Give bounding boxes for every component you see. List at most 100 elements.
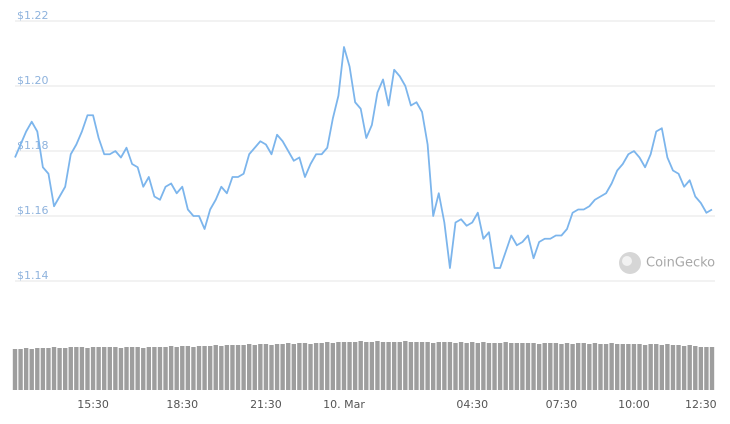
volume-bar: [207, 346, 213, 390]
volume-bar: [263, 344, 269, 390]
volume-bar: [40, 348, 46, 390]
volume-bar: [23, 348, 29, 390]
volume-bar: [648, 344, 653, 390]
volume-bar: [564, 343, 570, 390]
volume-bar: [548, 343, 553, 390]
volume-bar: [419, 342, 425, 390]
volume-bar: [291, 344, 296, 390]
volume-bar: [615, 344, 620, 390]
volume-bar: [202, 346, 207, 390]
volume-bar: [375, 341, 380, 390]
volume-bar: [146, 347, 152, 390]
volume-bar: [174, 347, 179, 390]
volume-bar: [196, 346, 202, 390]
volume-bar: [364, 342, 369, 390]
x-tick-label: 15:30: [77, 398, 109, 411]
volume-bar: [531, 343, 536, 390]
volume-bar: [637, 344, 642, 390]
volume-bar: [18, 349, 23, 390]
volume-bar: [35, 348, 40, 390]
volume-bar: [62, 348, 68, 390]
volume-bar: [609, 343, 614, 390]
volume-bar: [341, 342, 347, 390]
volume-bar: [475, 343, 480, 390]
y-tick-label: $1.22: [17, 9, 49, 22]
volume-bar: [458, 342, 464, 390]
volume-bar: [57, 348, 62, 390]
volume-bar: [107, 347, 112, 390]
x-tick-label: 12:30: [685, 398, 717, 411]
volume-bar: [274, 344, 280, 390]
volume-bar: [581, 343, 586, 390]
volume-bar: [442, 342, 447, 390]
volume-bar: [693, 346, 698, 390]
volume-bar: [676, 345, 681, 390]
y-tick-label: $1.20: [17, 74, 49, 87]
volume-bar: [252, 345, 257, 390]
volume-bar: [380, 342, 386, 390]
volume-bar: [709, 347, 715, 390]
x-tick-label: 18:30: [166, 398, 198, 411]
volume-bar: [470, 342, 475, 390]
volume-bar: [575, 343, 581, 390]
x-tick-label: 10. Mar: [323, 398, 365, 411]
volume-bar: [213, 345, 218, 390]
volume-bar: [313, 343, 319, 390]
volume-bar: [665, 344, 670, 390]
volume-bar: [681, 346, 687, 390]
x-tick-label: 07:30: [546, 398, 578, 411]
volume-bar: [330, 343, 336, 390]
volume-bar: [391, 342, 397, 390]
volume-bar: [626, 344, 631, 390]
volume-bar: [302, 343, 308, 390]
y-tick-label: $1.14: [17, 269, 49, 282]
volume-bar: [425, 342, 430, 390]
volume-bar: [163, 347, 168, 390]
volume-bar: [286, 343, 291, 390]
volume-bar: [185, 346, 191, 390]
x-tick-label: 21:30: [250, 398, 282, 411]
volume-bar: [520, 343, 525, 390]
volume-bar: [12, 349, 18, 390]
volume-bar: [157, 347, 163, 390]
volume-bar: [230, 345, 235, 390]
volume-bar: [325, 342, 330, 390]
volume-bar: [51, 347, 57, 390]
volume-bar: [235, 345, 241, 390]
volume-bar: [258, 344, 263, 390]
volume-bar: [659, 345, 665, 390]
volume-bar: [29, 349, 34, 390]
volume-bar: [486, 343, 492, 390]
volume-bar: [308, 344, 313, 390]
watermark: CoinGecko: [619, 252, 715, 274]
volume-bar: [403, 341, 408, 390]
volume-bar: [369, 342, 375, 390]
volume-bar: [90, 347, 96, 390]
volume-bar: [414, 342, 419, 390]
volume-bar: [408, 342, 414, 390]
x-tick-label: 04:30: [456, 398, 488, 411]
volume-bar: [642, 345, 648, 390]
volume-bar: [536, 344, 542, 390]
volume-bar: [241, 345, 246, 390]
volume-bar: [224, 345, 230, 390]
volume-bar: [96, 347, 101, 390]
volume-bar: [269, 345, 274, 390]
volume-bar: [509, 343, 514, 390]
volume-bar: [670, 345, 676, 390]
volume-bar: [152, 347, 157, 390]
volume-bar: [219, 346, 224, 390]
volume-bar: [603, 344, 609, 390]
volume-bar: [542, 343, 547, 390]
volume-bar: [397, 342, 402, 390]
volume-bar: [620, 344, 625, 390]
volume-bar: [436, 342, 441, 390]
volume-bar: [492, 343, 497, 390]
volume-bar: [687, 345, 692, 390]
volume-bar: [386, 342, 391, 390]
volume-bar: [336, 342, 341, 390]
volume-bar: [352, 342, 358, 390]
volume-bar: [598, 344, 603, 390]
volume-bar: [135, 347, 140, 390]
